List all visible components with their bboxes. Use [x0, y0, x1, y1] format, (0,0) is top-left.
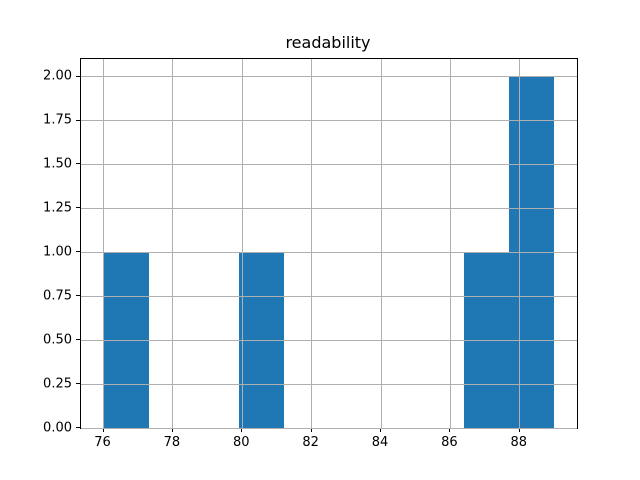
y-tick-mark — [76, 383, 80, 385]
y-tick-label: 1.00 — [43, 244, 72, 260]
gridline-vertical — [449, 59, 451, 428]
gridline-vertical — [241, 59, 243, 428]
gridline-horizontal — [81, 295, 577, 297]
gridline-horizontal — [81, 339, 577, 341]
gridline-horizontal — [81, 383, 577, 385]
gridline-horizontal — [81, 120, 577, 121]
y-tick-label: 0.00 — [43, 420, 72, 435]
chart-title: readability — [285, 33, 371, 52]
plot-area — [80, 58, 578, 429]
gridline-vertical — [380, 59, 382, 428]
gridline-vertical — [103, 59, 105, 428]
gridline-horizontal — [81, 427, 577, 429]
x-tick-mark — [102, 428, 104, 432]
x-tick-mark — [380, 428, 382, 432]
gridline-vertical — [519, 59, 521, 428]
y-tick-label: 0.75 — [43, 288, 72, 304]
x-tick-label: 76 — [94, 435, 111, 450]
x-tick-label: 80 — [233, 435, 250, 450]
y-tick-label: 0.50 — [43, 332, 72, 348]
x-tick-label: 88 — [510, 435, 528, 450]
y-tick-mark — [76, 163, 80, 165]
x-tick-label: 84 — [371, 435, 389, 450]
y-tick-label: 1.25 — [43, 200, 72, 216]
x-tick-mark — [310, 428, 312, 432]
gridline-vertical — [172, 59, 174, 428]
x-tick-mark — [171, 428, 173, 432]
x-tick-label: 78 — [163, 435, 181, 450]
y-tick-label: 2.00 — [43, 68, 72, 84]
x-tick-label: 82 — [302, 435, 319, 450]
y-tick-label: 1.50 — [43, 156, 72, 172]
y-tick-mark — [76, 207, 80, 209]
y-tick-label: 0.25 — [43, 376, 72, 392]
y-tick-mark — [76, 119, 80, 121]
gridline-horizontal — [81, 163, 577, 165]
x-tick-mark — [518, 428, 520, 432]
y-tick-mark — [76, 295, 80, 297]
y-tick-label: 1.75 — [43, 112, 72, 128]
gridline-horizontal — [81, 251, 577, 253]
y-tick-mark — [76, 427, 80, 428]
gridline-vertical — [311, 59, 313, 428]
y-tick-mark — [76, 75, 80, 77]
y-tick-mark — [76, 251, 80, 253]
y-tick-mark — [76, 339, 80, 341]
gridline-horizontal — [81, 76, 577, 78]
x-tick-mark — [241, 428, 243, 432]
x-tick-label: 86 — [441, 435, 458, 450]
x-tick-mark — [449, 428, 451, 432]
gridline-horizontal — [81, 207, 577, 209]
